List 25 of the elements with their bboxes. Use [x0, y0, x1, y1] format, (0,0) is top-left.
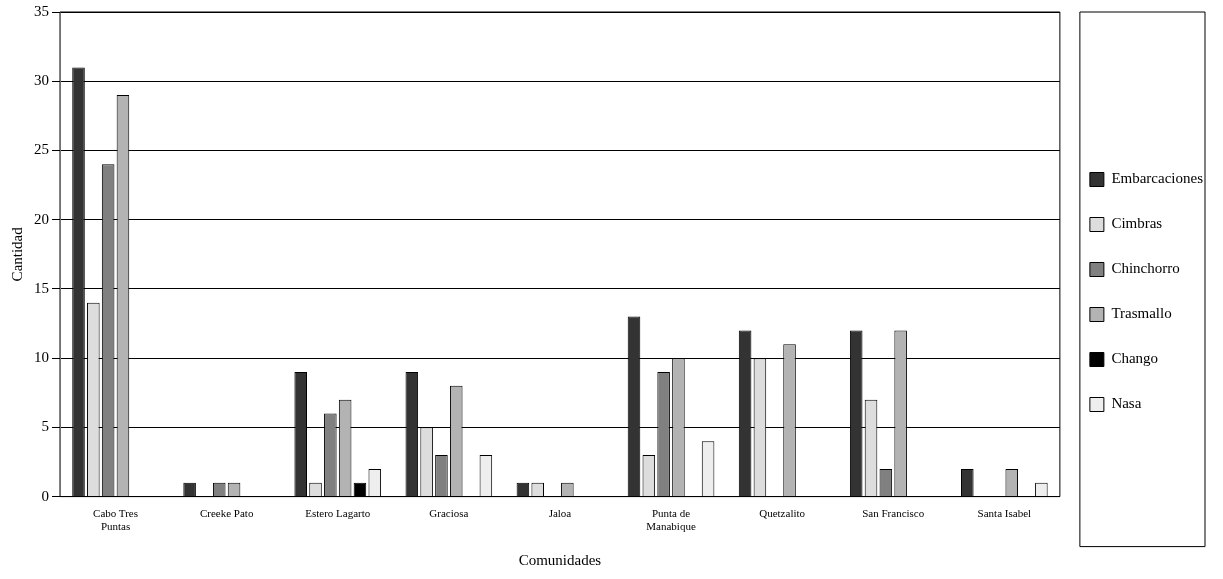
x-tick-label: Cabo Tres Puntas	[93, 507, 139, 533]
x-tick-label: Creeke Pato	[199, 507, 254, 520]
y-tick-label: 0	[41, 487, 49, 504]
y-tick-label: 30	[34, 72, 49, 89]
legend-label: Embarcaciones	[1111, 170, 1204, 187]
y-axis-title: Cantidad	[8, 226, 25, 282]
legend-label: Chango	[1111, 350, 1159, 367]
legend-label: Chinchorro	[1111, 260, 1180, 277]
x-axis-title: Comunidades	[518, 551, 602, 568]
y-tick-label: 20	[34, 210, 49, 227]
x-tick-label: Graciosa	[429, 507, 469, 520]
legend-label: Trasmallo	[1111, 305, 1172, 322]
y-tick-label: 5	[41, 418, 49, 435]
x-tick-label: Santa Isabel	[977, 507, 1032, 520]
x-tick-label: Estero Lagarto	[305, 507, 371, 520]
x-tick-label: Quetzalito	[759, 507, 806, 520]
y-tick-label: 25	[34, 141, 49, 158]
x-tick-label: Jaloa	[548, 507, 572, 520]
x-tick-label: San Francisco	[862, 507, 925, 520]
legend-label: Nasa	[1111, 395, 1142, 412]
y-tick-label: 15	[34, 279, 49, 296]
y-tick-label: 35	[34, 2, 49, 19]
y-tick-label: 10	[34, 349, 49, 366]
x-tick-label: Punta de Manabique	[646, 507, 696, 533]
legend-label: Cimbras	[1111, 215, 1163, 232]
